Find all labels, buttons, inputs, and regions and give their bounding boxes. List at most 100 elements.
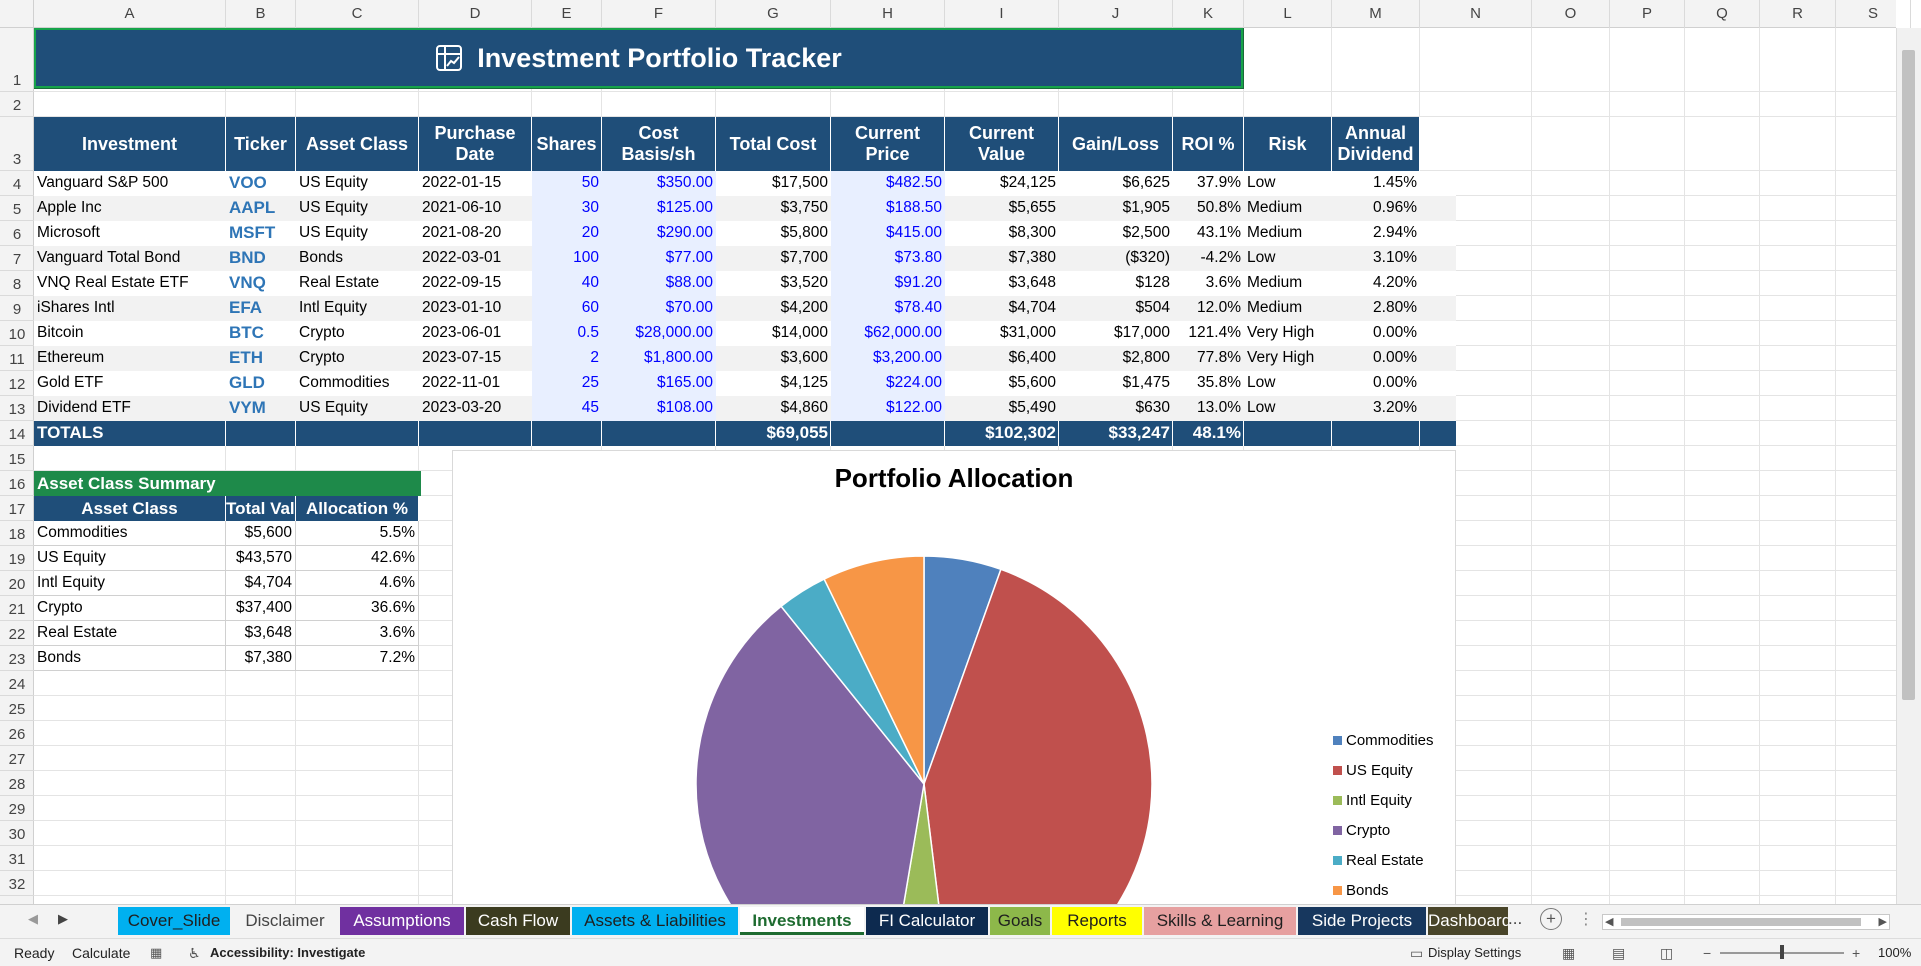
table-cell[interactable]: 2.80% [1373, 299, 1417, 316]
table-cell[interactable]: $5,600 [1008, 374, 1056, 391]
table-cell[interactable]: 50 [532, 171, 602, 196]
column-header-i[interactable]: I [945, 0, 1059, 28]
table-cell[interactable]: US Equity [299, 199, 368, 216]
column-header-f[interactable]: F [602, 0, 716, 28]
table-cell[interactable]: $7,700 [780, 249, 828, 266]
legend-item[interactable]: Intl Equity [1333, 785, 1434, 815]
table-cell[interactable]: 0.5 [532, 321, 602, 346]
row-header-20[interactable]: 20 [0, 571, 34, 596]
table-cell[interactable]: US Equity [299, 224, 368, 241]
sheet-tab-assets-liabilities[interactable]: Assets & Liabilities [572, 907, 738, 935]
summary-cell[interactable]: 42.6% [296, 546, 419, 571]
row-header-28[interactable]: 28 [0, 771, 34, 796]
normal-view-icon[interactable]: ▦ [1562, 945, 1576, 961]
table-cell[interactable]: Intl Equity [299, 299, 368, 316]
table-cell[interactable]: Very High [1247, 324, 1315, 341]
table-cell[interactable]: Medium [1247, 224, 1303, 241]
column-header-cell[interactable]: Current Price [831, 117, 945, 171]
table-cell[interactable]: $165.00 [602, 371, 716, 396]
column-header-s[interactable]: S [1836, 0, 1911, 28]
summary-cell[interactable]: Crypto [34, 596, 226, 621]
table-cell[interactable]: $1,905 [1122, 199, 1170, 216]
table-cell[interactable]: AAPL [229, 198, 276, 217]
table-cell[interactable]: Bitcoin [37, 324, 84, 341]
scroll-right-icon[interactable]: ▶ [1878, 916, 1887, 928]
table-cell[interactable]: Ethereum [37, 349, 105, 366]
row-header-16[interactable]: 16 [0, 471, 34, 496]
table-cell[interactable]: MSFT [229, 223, 276, 242]
portfolio-allocation-chart[interactable]: Portfolio Allocation Commodities US Equit… [452, 450, 1456, 904]
table-cell[interactable]: $188.50 [831, 196, 945, 221]
table-cell[interactable]: $6,400 [1008, 349, 1056, 366]
sheet-tab-goals[interactable]: Goals [990, 907, 1050, 935]
table-cell[interactable]: $88.00 [602, 271, 716, 296]
table-cell[interactable]: EFA [229, 298, 263, 317]
column-header-cell[interactable]: Gain/Loss [1059, 117, 1173, 171]
column-header-cell[interactable]: Risk [1244, 117, 1332, 171]
table-cell[interactable]: $73.80 [831, 246, 945, 271]
table-cell[interactable]: $4,125 [780, 374, 828, 391]
table-cell[interactable]: $4,200 [780, 299, 828, 316]
row-header-27[interactable]: 27 [0, 746, 34, 771]
row-header-10[interactable]: 10 [0, 321, 34, 346]
table-cell[interactable]: VNQ Real Estate ETF [37, 274, 189, 291]
table-cell[interactable]: $290.00 [602, 221, 716, 246]
row-header-6[interactable]: 6 [0, 221, 34, 246]
table-cell[interactable]: 50.8% [1197, 199, 1241, 216]
table-cell[interactable]: $2,800 [1122, 349, 1170, 366]
column-header-a[interactable]: A [34, 0, 226, 28]
zoom-in-icon[interactable]: + [1852, 945, 1861, 961]
accessibility-status[interactable]: Accessibility: Investigate [210, 945, 366, 960]
table-cell[interactable]: $77.00 [602, 246, 716, 271]
table-cell[interactable]: 60 [532, 296, 602, 321]
row-header-24[interactable]: 24 [0, 671, 34, 696]
table-cell[interactable]: VYM [229, 398, 266, 417]
column-header-cell[interactable]: Annual Dividend [1332, 117, 1420, 171]
summary-cell[interactable]: Bonds [34, 646, 226, 671]
pie-slice-us-equity[interactable] [923, 568, 1153, 904]
sheet-tab-investments[interactable]: Investments [740, 907, 864, 935]
row-header-14[interactable]: 14 [0, 421, 34, 446]
column-header-cell[interactable]: Total Cost [716, 117, 831, 171]
table-cell[interactable]: 2021-08-20 [422, 224, 502, 241]
summary-cell[interactable]: 36.6% [296, 596, 419, 621]
table-cell[interactable]: 0.00% [1373, 324, 1417, 341]
table-cell[interactable]: $70.00 [602, 296, 716, 321]
summary-cell[interactable]: 7.2% [296, 646, 419, 671]
table-cell[interactable]: $17,500 [771, 174, 828, 191]
add-sheet-icon[interactable]: + [1540, 908, 1562, 930]
row-header-30[interactable]: 30 [0, 821, 34, 846]
table-cell[interactable]: $3,200.00 [831, 346, 945, 371]
zoom-out-icon[interactable]: − [1703, 945, 1712, 961]
table-cell[interactable]: 20 [532, 221, 602, 246]
summary-cell[interactable]: US Equity [34, 546, 226, 571]
calculate-button[interactable]: Calculate [72, 945, 131, 961]
column-header-cell[interactable]: ROI % [1173, 117, 1244, 171]
row-header-22[interactable]: 22 [0, 621, 34, 646]
table-cell[interactable]: 2022-03-01 [422, 249, 502, 266]
table-cell[interactable]: 0.00% [1373, 349, 1417, 366]
column-header-g[interactable]: G [716, 0, 831, 28]
table-cell[interactable]: $1,475 [1122, 374, 1170, 391]
table-cell[interactable]: 43.1% [1197, 224, 1241, 241]
table-cell[interactable]: $7,380 [1008, 249, 1056, 266]
table-cell[interactable]: $415.00 [831, 221, 945, 246]
column-header-cell[interactable]: Asset Class [296, 117, 419, 171]
table-cell[interactable]: $630 [1135, 399, 1170, 416]
table-cell[interactable]: -4.2% [1200, 249, 1242, 266]
column-header-d[interactable]: D [419, 0, 532, 28]
table-cell[interactable]: Vanguard S&P 500 [37, 174, 169, 191]
table-cell[interactable]: $31,000 [999, 324, 1056, 341]
table-cell[interactable]: Apple Inc [37, 199, 102, 216]
table-cell[interactable]: Medium [1247, 274, 1303, 291]
table-cell[interactable]: $1,800.00 [602, 346, 716, 371]
table-cell[interactable]: 1.45% [1373, 174, 1417, 191]
page-break-view-icon[interactable]: ◫ [1660, 945, 1674, 961]
table-cell[interactable]: 12.0% [1197, 299, 1241, 316]
table-cell[interactable]: 2.94% [1373, 224, 1417, 241]
display-settings-button[interactable]: Display Settings [1428, 945, 1522, 960]
row-header-23[interactable]: 23 [0, 646, 34, 671]
table-cell[interactable]: GLD [229, 373, 265, 392]
table-cell[interactable]: Vanguard Total Bond [37, 249, 181, 266]
